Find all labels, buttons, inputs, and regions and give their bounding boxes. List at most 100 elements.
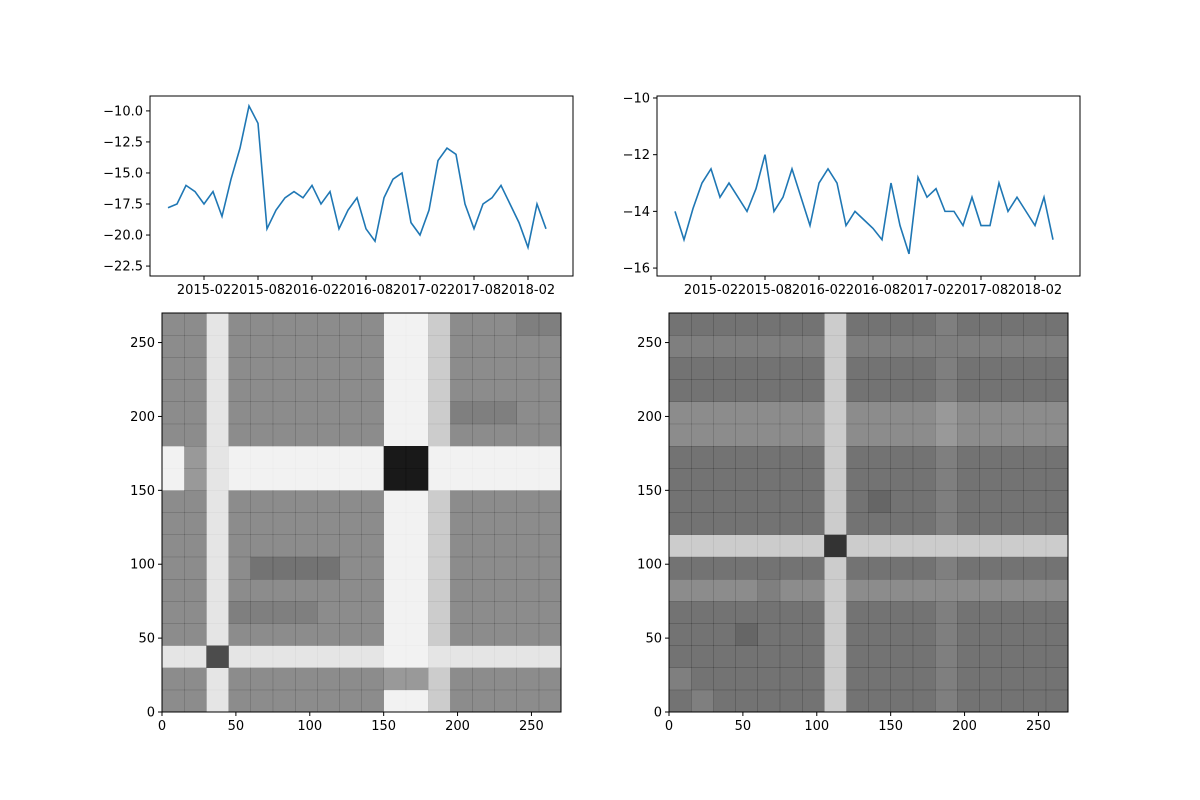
heatmap-cell [272,601,296,624]
y-tick-label: −10 [623,91,650,106]
heatmap-cell [735,579,758,602]
heatmap-cell [957,623,980,646]
heatmap-cell [450,689,473,713]
heatmap-cell [1001,512,1024,535]
heatmap-cell [317,313,340,336]
heatmap-cell [669,357,692,380]
heatmap-cell [935,468,958,491]
heatmap-cell [912,534,936,558]
heatmap-cell [272,313,296,336]
x-tick-label: 2016-02 [285,283,339,298]
heatmap-cell [779,468,803,491]
heatmap-cell [802,335,825,358]
heatmap-cell [713,667,736,691]
heatmap-cell [912,401,936,425]
heatmap-cell [757,645,781,668]
heatmap-cell [1001,335,1024,358]
heatmap-cell [912,667,936,691]
heatmap-cell [206,446,229,469]
heatmap-cell [405,512,429,535]
heatmap-cell [957,645,980,668]
heatmap-cell [494,423,517,447]
heatmap-cell [757,357,781,380]
heatmap-cell [516,490,540,513]
heatmap-cell [272,534,296,558]
heatmap-cell [516,534,540,558]
heatmap-cell [361,379,384,402]
heatmap-cell [868,401,891,425]
heatmap-cell [494,401,517,425]
y-tick-label: 100 [130,558,155,573]
x-tick-label: 0 [158,719,166,734]
heatmap-cell [450,534,473,558]
heatmap-cell [1045,623,1069,646]
heatmap-cell [691,357,714,380]
heatmap-cell [1045,534,1069,558]
heatmap-cell [538,423,562,447]
heatmap-cell [979,579,1002,602]
heatmap-cell [890,446,914,469]
heatmap-cell [228,601,251,624]
heatmap-cell [450,623,473,646]
heatmap-cell [450,468,473,491]
heatmap-cell [1001,401,1024,425]
heatmap-cell [1023,490,1047,513]
y-tick-label: 50 [645,632,662,647]
heatmap-cell [779,667,803,691]
x-tick-label: 2015-08 [738,283,792,298]
heatmap-cell [1045,579,1069,602]
heatmap-cell [538,490,562,513]
x-tick-label: 50 [735,719,752,734]
y-tick-label: −16 [623,262,650,277]
heatmap-cell [1045,401,1069,425]
heatmap-cell [361,556,384,580]
heatmap-cell [184,335,207,358]
heatmap-cell [1045,423,1069,447]
heatmap-cell [757,512,781,535]
heatmap-cell [538,556,562,580]
heatmap-cell [691,623,714,646]
heatmap-cell [713,335,736,358]
heatmap-cell [890,534,914,558]
heatmap-cell [802,446,825,469]
heatmap-cell [162,579,185,602]
heatmap-cell [979,534,1002,558]
heatmap-cell [538,357,562,380]
heatmap-cell [713,423,736,447]
heatmap-cell [339,601,362,624]
heatmap-cell [846,335,869,358]
heatmap-cell [538,335,562,358]
heatmap-cell [428,689,451,713]
heatmap-cell [250,313,274,336]
heatmap-cell [890,357,914,380]
heatmap-cell [757,623,781,646]
heatmap-cell [957,446,980,469]
line-series [674,154,1054,255]
heatmap-cell [846,601,869,624]
heatmap-cell [405,335,429,358]
heatmap-cell [935,490,958,513]
heatmap-cell [713,468,736,491]
heatmap-cell [184,468,207,491]
heatmap-cell [383,512,407,535]
heatmap-cell [361,490,384,513]
heatmap-cell [272,490,296,513]
heatmap-cell [802,423,825,447]
heatmap-cell [383,645,407,668]
heatmap-cell [339,313,362,336]
heatmap-cell [184,446,207,469]
heatmap-cell [295,689,318,713]
heatmap-cell [713,601,736,624]
heatmap-cell [935,446,958,469]
heatmap-cell [979,468,1002,491]
heatmap-cell [669,667,692,691]
heatmap-cell [935,667,958,691]
heatmap-cell [317,357,340,380]
heatmap-cell [890,579,914,602]
y-tick-label: −22.5 [103,260,143,275]
heatmap-cell [538,512,562,535]
heatmap-cell [1001,357,1024,380]
heatmap-cell [757,313,781,336]
heatmap-cell [405,667,429,691]
